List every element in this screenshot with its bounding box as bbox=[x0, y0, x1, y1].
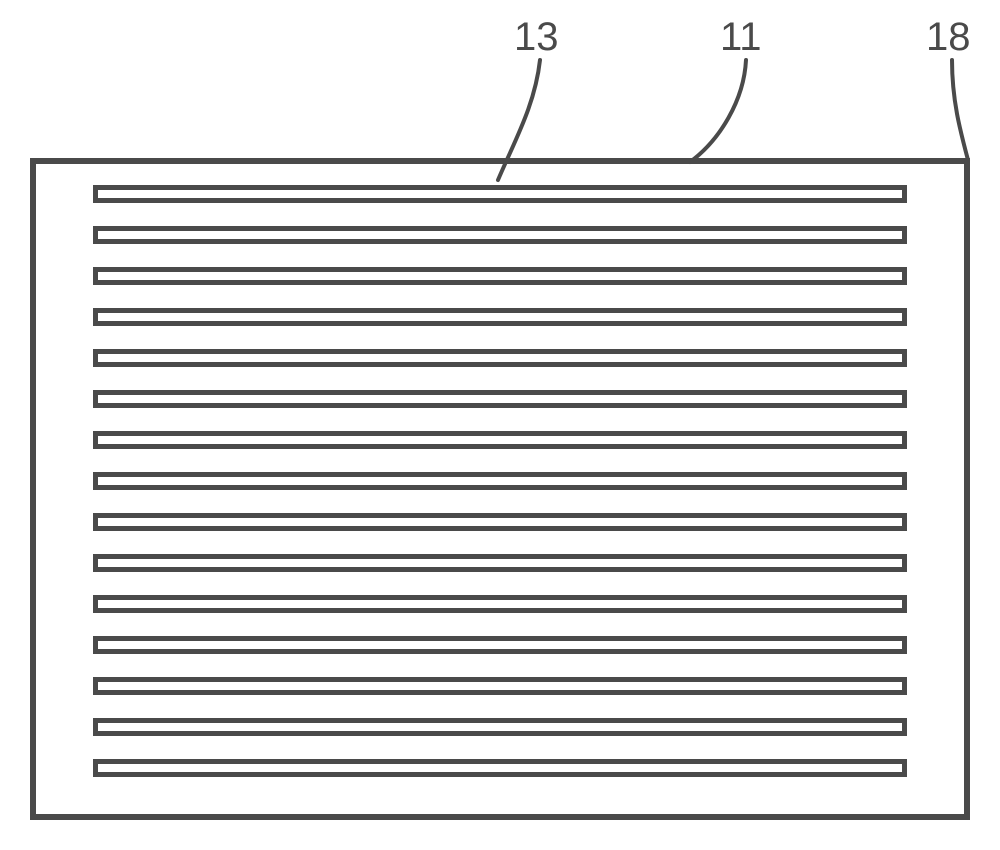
slat bbox=[93, 308, 907, 326]
leader-18 bbox=[952, 60, 968, 160]
slat bbox=[93, 759, 907, 777]
slat bbox=[93, 636, 907, 654]
leader-11 bbox=[690, 60, 746, 162]
slat bbox=[93, 431, 907, 449]
callout-label-13: 13 bbox=[514, 15, 559, 60]
diagram-stage: 13 11 18 bbox=[0, 0, 1000, 850]
slat bbox=[93, 554, 907, 572]
slat bbox=[93, 267, 907, 285]
slat bbox=[93, 390, 907, 408]
callout-label-11: 11 bbox=[720, 15, 762, 60]
slat bbox=[93, 595, 907, 613]
slat bbox=[93, 677, 907, 695]
slat bbox=[93, 185, 907, 203]
slat bbox=[93, 718, 907, 736]
slat bbox=[93, 349, 907, 367]
callout-label-18: 18 bbox=[926, 15, 971, 60]
slat bbox=[93, 513, 907, 531]
slat bbox=[93, 226, 907, 244]
slat bbox=[93, 472, 907, 490]
